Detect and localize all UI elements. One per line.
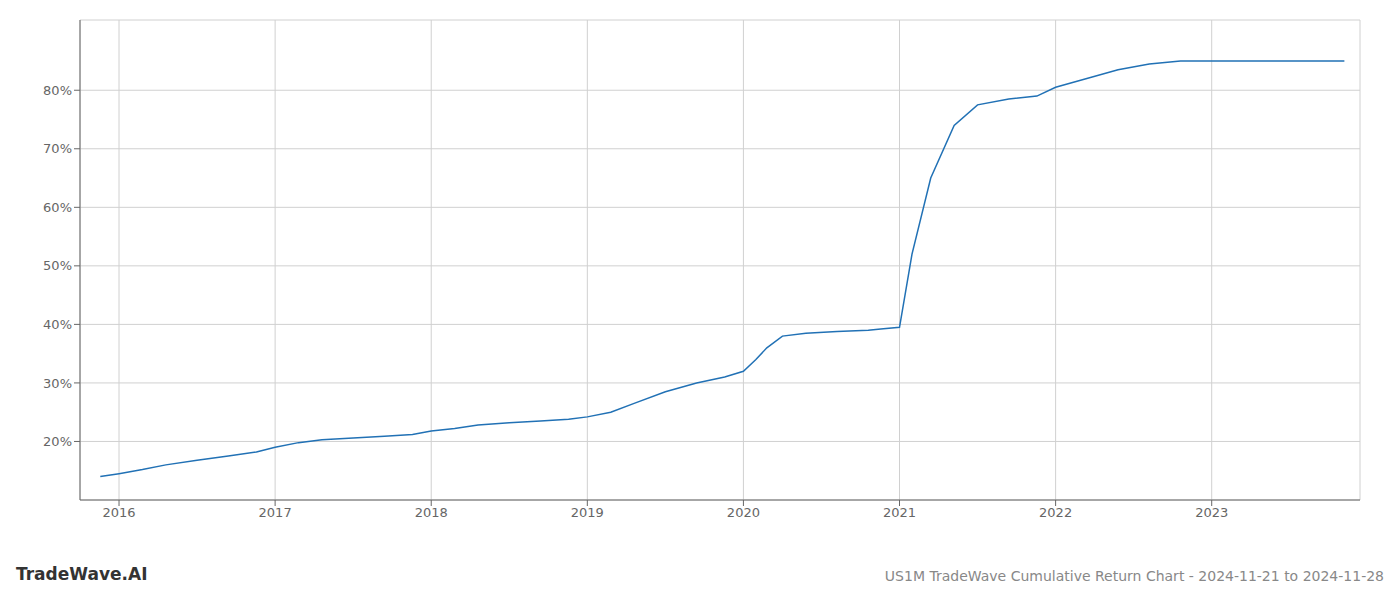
svg-text:2017: 2017 [259,505,292,520]
svg-text:80%: 80% [43,83,72,98]
svg-text:2022: 2022 [1039,505,1072,520]
svg-text:60%: 60% [43,200,72,215]
svg-text:2021: 2021 [883,505,916,520]
svg-text:2018: 2018 [415,505,448,520]
svg-text:2019: 2019 [571,505,604,520]
svg-text:2023: 2023 [1195,505,1228,520]
svg-text:2016: 2016 [102,505,135,520]
html-text:US1M TradeWave Cumulative Retu: US1M TradeWave Cumulative Return Chart -… [884,568,1384,584]
svg-text:20%: 20% [43,434,72,449]
svg-text:70%: 70% [43,141,72,156]
svg-text:30%: 30% [43,376,72,391]
svg-text:40%: 40% [43,317,72,332]
svg-text:2020: 2020 [727,505,760,520]
svg-text:50%: 50% [43,258,72,273]
html-text:TradeWave.AI: TradeWave.AI [16,564,148,584]
